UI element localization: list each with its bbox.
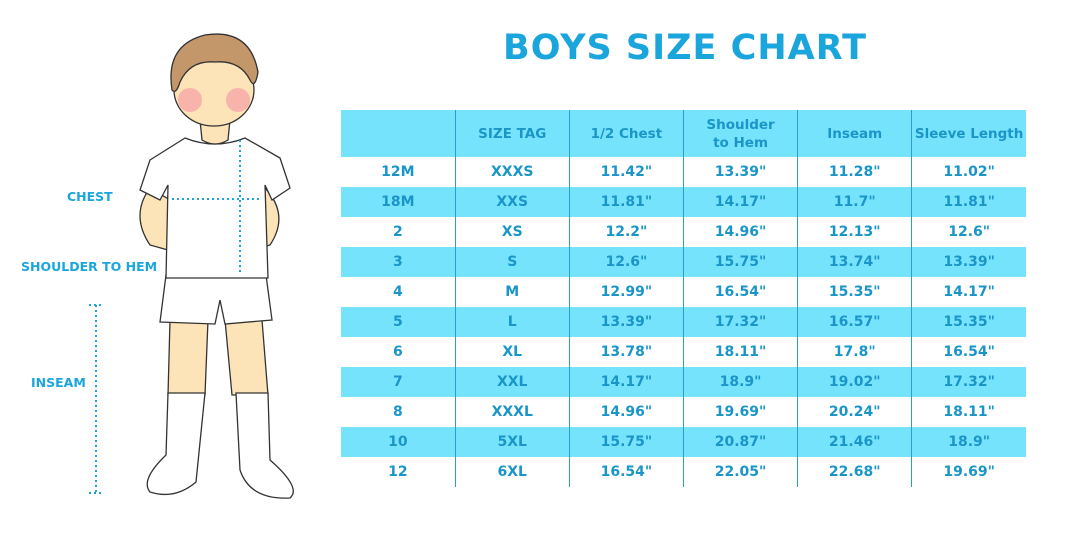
table-cell: 6XL xyxy=(454,457,570,487)
table-cell: 17.32" xyxy=(682,307,798,337)
table-cell: 21.46" xyxy=(797,427,912,457)
table-cell: 4 xyxy=(392,284,403,300)
table-cell: 11.81" xyxy=(911,187,1026,217)
table-cell: 2 xyxy=(392,224,403,240)
table-cell: 16.54" xyxy=(911,337,1026,367)
table-cell: M xyxy=(454,277,570,307)
table-cell: 15.75" xyxy=(682,247,798,277)
table-cell: XL xyxy=(454,337,570,367)
table-cell: 5XL xyxy=(454,427,570,457)
page-title: BOYS SIZE CHART xyxy=(503,28,867,68)
table-cell: 17.8" xyxy=(797,337,912,367)
table-cell: 16.57" xyxy=(797,307,912,337)
table-cell: 13.78" xyxy=(568,337,684,367)
table-cell: 11.02" xyxy=(911,157,1026,187)
column-header: Inseam xyxy=(797,110,912,157)
table-cell: 19.69" xyxy=(911,457,1026,487)
column-header xyxy=(341,110,455,157)
size-chart-table: SIZE TAG 1/2 Chest Shoulder to Hem Inseam Sl… xyxy=(341,110,1026,487)
table-cell: 12.99" xyxy=(568,277,684,307)
table-cell: XXXS xyxy=(454,157,570,187)
table-row: 7 XXL 14.17" 18.9" 19.02" 17.32" xyxy=(341,367,1026,397)
table-cell: 16.54" xyxy=(568,457,684,487)
table-cell: 22.05" xyxy=(682,457,798,487)
table-cell: 7 xyxy=(392,374,403,390)
table-row: 4 M 12.99" 16.54" 15.35" 14.17" xyxy=(341,277,1026,307)
shoulder-to-hem-label: SHOULDER TO HEM xyxy=(21,259,158,274)
table-cell: 18M xyxy=(381,194,415,210)
table-cell: XXXL xyxy=(454,397,570,427)
table-cell: 14.17" xyxy=(682,187,798,217)
table-cell: 3 xyxy=(392,254,403,270)
table-cell: XXS xyxy=(454,187,570,217)
table-cell: 20.87" xyxy=(682,427,798,457)
table-cell: 18.11" xyxy=(682,337,798,367)
table-cell: 22.68" xyxy=(797,457,912,487)
table-cell: 11.81" xyxy=(568,187,684,217)
table-cell: 5 xyxy=(392,314,403,330)
column-header: Sleeve Length xyxy=(911,110,1026,157)
column-header: Shoulder to Hem xyxy=(682,110,798,157)
chest-label: CHEST xyxy=(67,189,113,204)
table-cell: 18.9" xyxy=(911,427,1026,457)
table-cell: 19.69" xyxy=(682,397,798,427)
table-cell: 18.9" xyxy=(682,367,798,397)
table-cell: 15.35" xyxy=(797,277,912,307)
table-cell: S xyxy=(454,247,570,277)
table-row: 12M XXXS 11.42" 13.39" 11.28" 11.02" xyxy=(341,157,1026,187)
table-row: 12 6XL 16.54" 22.05" 22.68" 19.69" xyxy=(341,457,1026,487)
table-row: 2 XS 12.2" 14.96" 12.13" 12.6" xyxy=(341,217,1026,247)
table-cell: 17.32" xyxy=(911,367,1026,397)
table-cell: 11.7" xyxy=(797,187,912,217)
table-cell: 10 xyxy=(388,434,408,450)
table-cell: 6 xyxy=(392,344,403,360)
table-cell: 15.35" xyxy=(911,307,1026,337)
table-cell: 12.13" xyxy=(797,217,912,247)
table-cell: XXL xyxy=(454,367,570,397)
table-cell: 12 xyxy=(388,464,408,480)
table-cell: 14.17" xyxy=(911,277,1026,307)
table-cell: 12.2" xyxy=(568,217,684,247)
column-header: SIZE TAG xyxy=(454,110,570,157)
table-cell: 12M xyxy=(381,164,415,180)
boy-illustration xyxy=(89,33,294,499)
table-cell: 13.39" xyxy=(568,307,684,337)
table-row: 18M XXS 11.81" 14.17" 11.7" 11.81" xyxy=(341,187,1026,217)
table-cell: 13.74" xyxy=(797,247,912,277)
table-row: 3 S 12.6" 15.75" 13.74" 13.39" xyxy=(341,247,1026,277)
table-row: 6 XL 13.78" 18.11" 17.8" 16.54" xyxy=(341,337,1026,367)
table-row: 10 5XL 15.75" 20.87" 21.46" 18.9" xyxy=(341,427,1026,457)
table-cell: 12.6" xyxy=(911,217,1026,247)
column-header: 1/2 Chest xyxy=(568,110,684,157)
table-cell: L xyxy=(454,307,570,337)
table-cell: 16.54" xyxy=(682,277,798,307)
inseam-label: INSEAM xyxy=(31,375,86,390)
table-cell: 19.02" xyxy=(797,367,912,397)
table-cell: 11.28" xyxy=(797,157,912,187)
table-cell: 8 xyxy=(392,404,403,420)
table-cell: 14.96" xyxy=(568,397,684,427)
table-cell: 13.39" xyxy=(911,247,1026,277)
table-cell: 14.17" xyxy=(568,367,684,397)
table-cell: 13.39" xyxy=(682,157,798,187)
table-cell: 11.42" xyxy=(568,157,684,187)
table-cell: 12.6" xyxy=(568,247,684,277)
table-row: 5 L 13.39" 17.32" 16.57" 15.35" xyxy=(341,307,1026,337)
table-cell: 15.75" xyxy=(568,427,684,457)
table-cell: 14.96" xyxy=(682,217,798,247)
table-header-row: SIZE TAG 1/2 Chest Shoulder to Hem Inseam Sl… xyxy=(341,110,1026,157)
table-row: 8 XXXL 14.96" 19.69" 20.24" 18.11" xyxy=(341,397,1026,427)
table-cell: 20.24" xyxy=(797,397,912,427)
table-cell: 18.11" xyxy=(911,397,1026,427)
table-cell: XS xyxy=(454,217,570,247)
